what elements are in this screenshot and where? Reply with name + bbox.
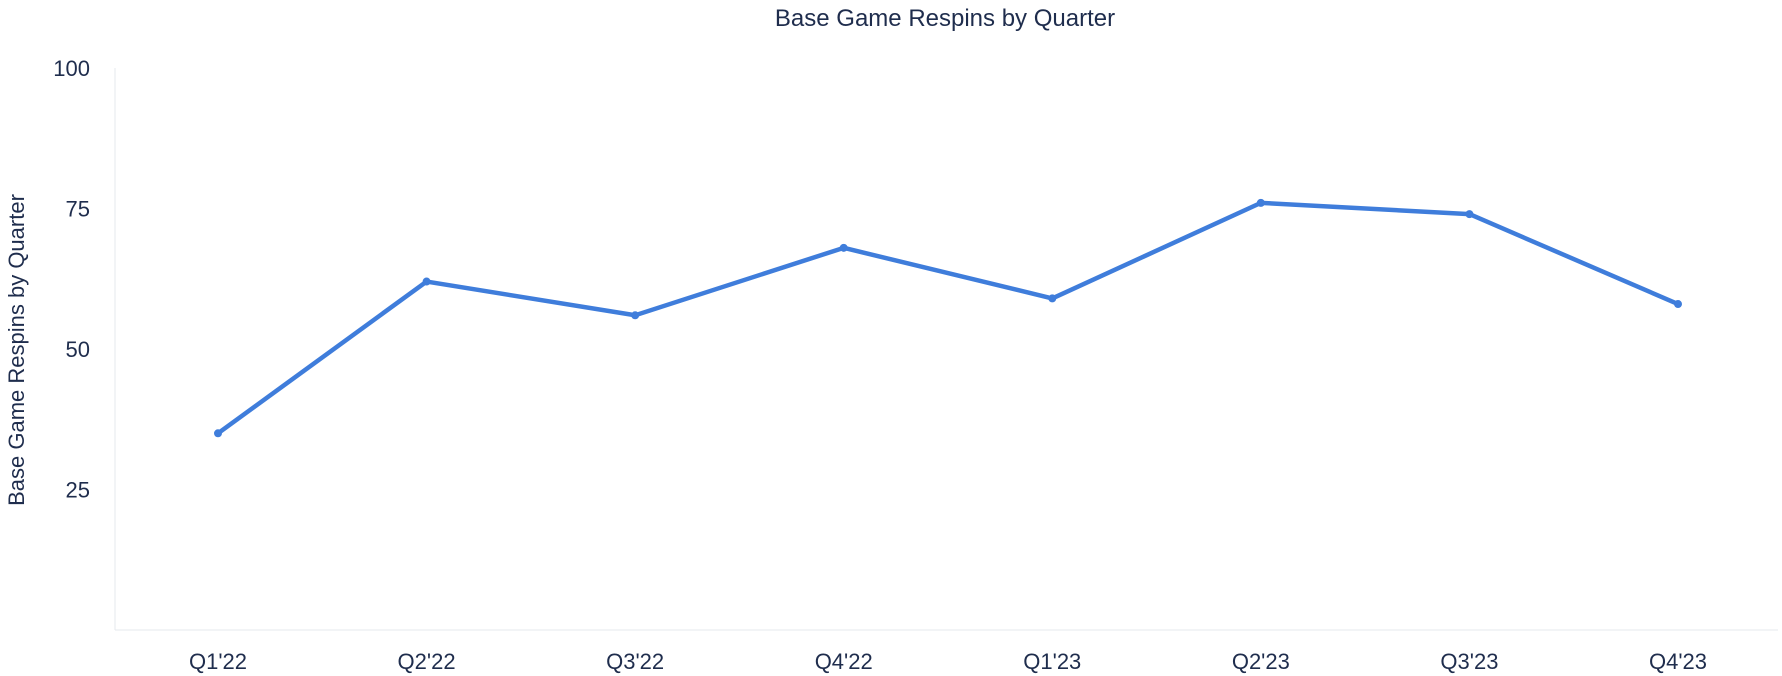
y-tick-label: 75 <box>66 197 90 222</box>
data-point[interactable] <box>1465 210 1474 219</box>
data-point[interactable] <box>1048 294 1057 303</box>
x-tick-label: Q4'22 <box>815 649 873 674</box>
y-axis-title: Base Game Respins by Quarter <box>4 194 29 506</box>
data-point[interactable] <box>214 429 222 438</box>
data-point[interactable] <box>839 243 848 252</box>
data-point[interactable] <box>631 311 640 320</box>
x-tick-label: Q1'23 <box>1023 649 1081 674</box>
x-tick-label: Q2'23 <box>1232 649 1290 674</box>
x-tick-label: Q3'23 <box>1440 649 1498 674</box>
data-point[interactable] <box>1674 300 1682 309</box>
x-axis-ticks: Q1'22 Q2'22 Q3'22 Q4'22 Q1'23 Q2'23 Q3'23 Q4'23 <box>189 649 1707 674</box>
y-tick-label: 25 <box>66 478 90 503</box>
data-point[interactable] <box>422 277 431 286</box>
y-axis-ticks: 25 50 75 100 <box>53 56 90 503</box>
x-tick-label: Q3'22 <box>606 649 664 674</box>
y-tick-label: 50 <box>66 337 90 362</box>
series-group <box>214 198 1682 438</box>
series-line <box>215 200 1681 436</box>
y-tick-label: 100 <box>53 56 90 81</box>
x-tick-label: Q2'22 <box>398 649 456 674</box>
x-tick-label: Q4'23 <box>1649 649 1707 674</box>
data-point[interactable] <box>1256 198 1265 207</box>
x-tick-label: Q1'22 <box>189 649 247 674</box>
chart-title: Base Game Respins by Quarter <box>775 5 1115 32</box>
